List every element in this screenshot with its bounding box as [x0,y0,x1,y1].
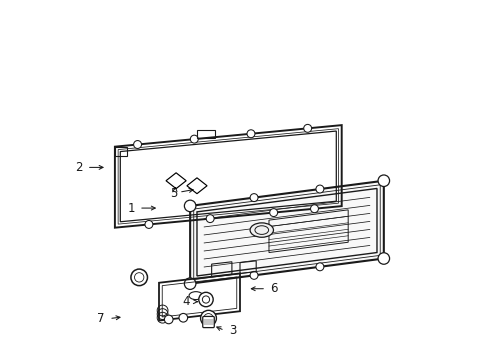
FancyBboxPatch shape [203,316,214,328]
Circle shape [200,310,216,326]
Text: 4: 4 [182,295,189,308]
Text: 5: 5 [169,187,177,200]
Circle shape [164,315,173,324]
Circle shape [310,205,318,213]
Circle shape [377,253,389,264]
Text: 3: 3 [228,324,236,337]
Circle shape [199,292,213,307]
Ellipse shape [249,223,273,237]
Circle shape [315,185,323,193]
Circle shape [249,271,258,279]
Text: 6: 6 [270,282,277,295]
Circle shape [133,140,141,148]
Text: 1: 1 [127,202,134,215]
Circle shape [190,135,198,143]
Circle shape [184,200,196,212]
Circle shape [377,175,389,186]
Circle shape [184,278,196,289]
Circle shape [246,130,254,138]
Circle shape [303,125,311,132]
Circle shape [144,220,153,228]
Circle shape [249,194,258,202]
Polygon shape [190,181,383,284]
Circle shape [269,209,277,217]
Circle shape [206,215,214,222]
Circle shape [315,263,323,271]
Text: 7: 7 [97,312,104,325]
Text: 2: 2 [75,161,82,174]
Circle shape [179,314,187,322]
